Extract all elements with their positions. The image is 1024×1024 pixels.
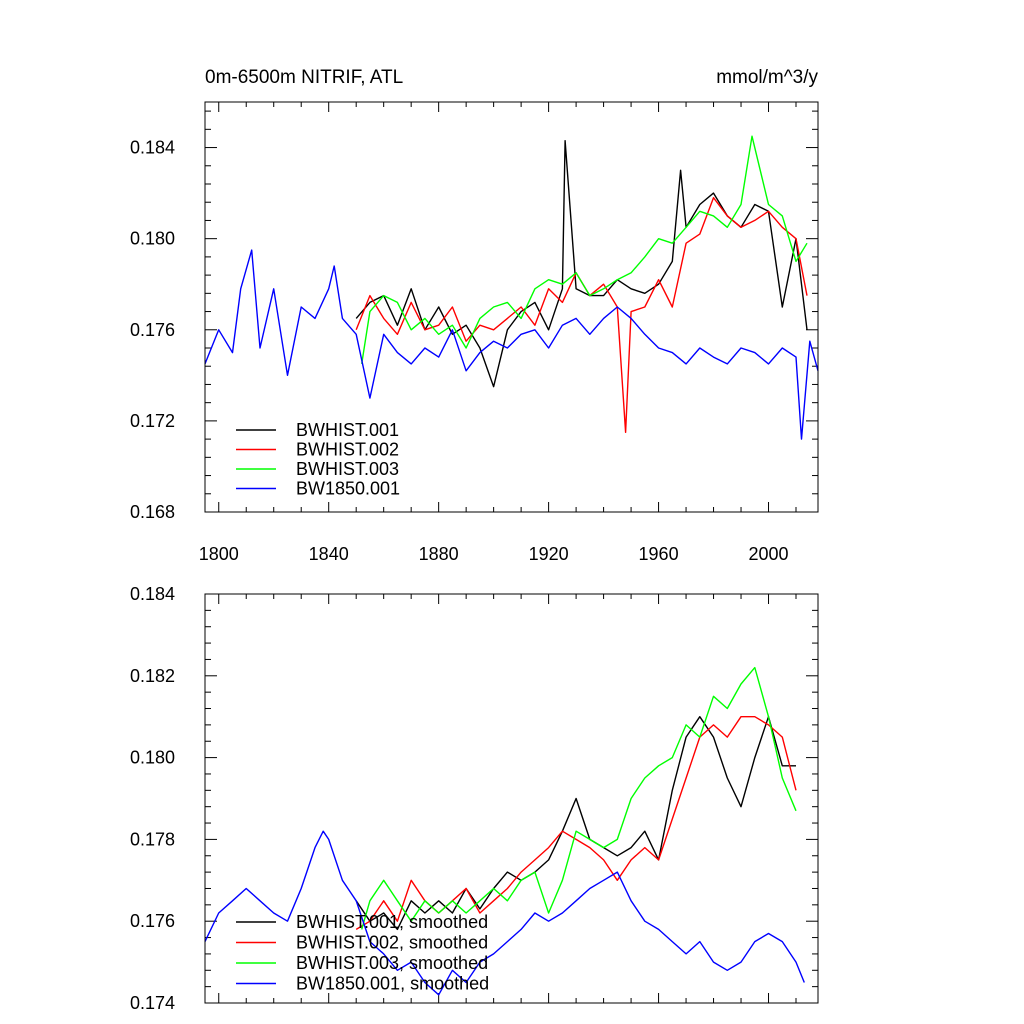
bottom-legend-label: BW1850.001, smoothed xyxy=(296,974,489,994)
top-panel-frame xyxy=(204,101,819,513)
top-panel-units: mmol/m^3/y xyxy=(716,67,818,88)
bottom-panel-series xyxy=(204,666,805,996)
top-x-tick-label: 1880 xyxy=(419,544,459,564)
bottom-series-line-3 xyxy=(361,666,797,930)
bottom-series-line-1 xyxy=(355,716,796,931)
top-panel: 0m-6500m NITRIF, ATL mmol/m^3/y 1800 1840… xyxy=(130,67,819,564)
top-x-tick-label: 1800 xyxy=(199,544,239,564)
bottom-legend-label: BWHIST.003, smoothed xyxy=(296,953,488,973)
top-legend-label: BWHIST.001 xyxy=(296,420,399,440)
top-y-tick-label: 0.184 xyxy=(130,138,175,158)
bottom-legend-label: BWHIST.001, smoothed xyxy=(296,912,488,932)
bottom-series-line-4 xyxy=(204,830,805,996)
top-x-tick-label: 1960 xyxy=(639,544,679,564)
bottom-y-tick-label: 0.174 xyxy=(130,993,175,1013)
top-legend-label: BWHIST.002 xyxy=(296,440,399,460)
top-panel-title: 0m-6500m NITRIF, ATL xyxy=(205,67,403,88)
top-legend-label: BWHIST.003 xyxy=(296,459,399,479)
bottom-y-tick-label: 0.176 xyxy=(130,911,175,931)
top-series-line-4 xyxy=(204,249,819,440)
top-y-tick-label: 0.180 xyxy=(130,229,175,249)
bottom-y-tick-label: 0.180 xyxy=(130,748,175,768)
top-x-tick-label: 2000 xyxy=(748,544,788,564)
top-panel-ticks: 1800 1840 1880 1920 1960 2000 0.168 0.172 0.176 0… xyxy=(130,102,818,564)
top-series-line-3 xyxy=(361,135,808,365)
bottom-panel-frame xyxy=(204,593,819,1004)
bottom-legend-label: BWHIST.002, smoothed xyxy=(296,933,488,953)
bottom-y-tick-label: 0.184 xyxy=(130,584,175,604)
bottom-y-tick-label: 0.182 xyxy=(130,666,175,686)
top-y-tick-label: 0.176 xyxy=(130,320,175,340)
top-legend-label: BW1850.001 xyxy=(296,479,400,499)
bottom-panel-ticks: 0.174 0.176 0.178 0.180 0.182 0.184 xyxy=(130,584,818,1013)
top-panel-series xyxy=(204,135,819,440)
top-y-tick-label: 0.172 xyxy=(130,411,175,431)
top-x-tick-label: 1840 xyxy=(309,544,349,564)
top-y-tick-label: 0.168 xyxy=(130,502,175,522)
bottom-y-tick-label: 0.178 xyxy=(130,829,175,849)
bottom-panel: 0.174 0.176 0.178 0.180 0.182 0.184 BWHIST.00… xyxy=(130,584,819,1013)
top-x-tick-label: 1920 xyxy=(529,544,569,564)
